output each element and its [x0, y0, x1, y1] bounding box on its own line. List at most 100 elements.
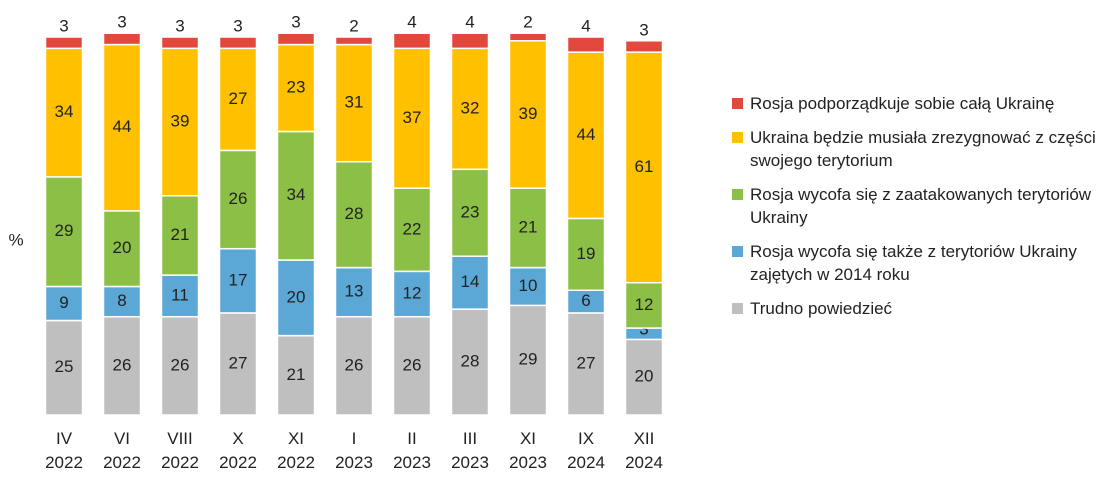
x-tick-label: XI 2022 [277, 429, 315, 472]
data-label: 39 [519, 104, 538, 123]
bar-segment [276, 334, 316, 416]
data-label: 6 [581, 291, 590, 310]
data-label: 34 [55, 102, 74, 121]
legend-item: Rosja wycofa się także z terytoriów Ukra… [732, 240, 1097, 286]
bar-segment [334, 160, 374, 269]
bar-segment [218, 312, 258, 416]
data-label: 26 [113, 355, 132, 374]
data-label: 20 [287, 287, 306, 306]
bar-segment [160, 315, 200, 416]
data-label: 4 [465, 13, 474, 32]
x-tick-label: X 2022 [219, 429, 257, 472]
x-tick-label: XI 2023 [509, 429, 547, 472]
bar-segment [102, 210, 142, 288]
data-label: 20 [113, 238, 132, 257]
legend-item: Rosja wycofa się z zaatakowanych terytor… [732, 183, 1097, 229]
x-tick-label: VIII 2022 [161, 429, 199, 472]
legend-item: Trudno powiedzieć [732, 297, 1097, 320]
bar-segment [102, 43, 142, 212]
data-label: 27 [229, 353, 248, 372]
legend-label: Ukraina będzie musiała zrezygnować z czę… [750, 128, 1096, 170]
data-label: 2 [349, 16, 358, 35]
data-label: 27 [577, 353, 596, 372]
data-label: 9 [59, 293, 68, 312]
legend-label: Rosja wycofa się z zaatakowanych terytor… [750, 185, 1092, 227]
bar-segment [44, 47, 84, 178]
bar-segment [276, 259, 316, 337]
x-tick-label: III 2023 [451, 429, 489, 472]
bar-segment [624, 40, 664, 53]
legend-swatch [732, 98, 743, 109]
data-label: 11 [171, 285, 189, 304]
bar-segment [102, 285, 142, 318]
data-label: 21 [287, 365, 306, 384]
data-label: 28 [345, 204, 364, 223]
data-label: 12 [635, 295, 654, 314]
bar-segment [160, 47, 200, 197]
bar-segment [160, 274, 200, 318]
bar-segment [334, 36, 374, 46]
bar-segment [276, 32, 316, 46]
bar-segment [508, 187, 548, 269]
bar-segment [334, 43, 374, 163]
data-label: 3 [639, 20, 648, 39]
data-label: 21 [171, 225, 190, 244]
bar-segment [392, 315, 432, 416]
bar-segment [508, 266, 548, 307]
legend-label: Rosja podporządkuje sobie całą Ukrainę [750, 94, 1055, 113]
data-label: 39 [171, 112, 190, 131]
data-label: 29 [55, 221, 74, 240]
legend-swatch [732, 189, 743, 200]
data-label: 26 [229, 189, 248, 208]
legend: Rosja podporządkuje sobie całą Ukrainę Uk… [732, 92, 1097, 331]
data-label: 20 [635, 367, 654, 386]
data-label: 3 [233, 16, 242, 35]
bar-segment [450, 308, 490, 416]
x-tick-label: IV 2022 [45, 429, 83, 472]
data-label: 4 [581, 16, 590, 35]
data-label: 14 [461, 272, 480, 291]
legend-swatch [732, 303, 743, 314]
bar-segment [160, 195, 200, 276]
data-label: 10 [519, 276, 538, 295]
bar-segment [218, 36, 258, 50]
bar-segment [160, 36, 200, 50]
legend-label: Trudno powiedzieć [750, 299, 893, 318]
data-label: 27 [229, 89, 248, 108]
bar-segment [218, 47, 258, 152]
data-label: 3 [175, 16, 184, 35]
bar-segment [44, 285, 84, 322]
bar-segment [276, 130, 316, 261]
data-label: 32 [461, 98, 480, 117]
data-label: 3 [291, 13, 300, 32]
data-label: 19 [577, 244, 596, 263]
bar-segment [392, 187, 432, 273]
legend-item: Ukraina będzie musiała zrezygnować z czę… [732, 126, 1097, 172]
data-label: 31 [345, 93, 364, 112]
data-label: 3 [117, 13, 126, 32]
data-label: 44 [113, 117, 132, 136]
bar-segment [450, 32, 490, 50]
data-label: 17 [229, 270, 248, 289]
bar-segment [44, 36, 84, 50]
data-label: 21 [519, 217, 538, 236]
bar-segment [566, 51, 606, 220]
data-label: 3 [639, 320, 648, 339]
x-tick-label: VI 2022 [103, 429, 141, 472]
data-label: 61 [635, 157, 654, 176]
x-tick-label: I 2023 [335, 429, 373, 472]
legend-item: Rosja podporządkuje sobie całą Ukrainę [732, 92, 1097, 115]
data-label: 28 [461, 352, 480, 371]
data-label: 26 [403, 355, 422, 374]
x-tick-label: II 2023 [393, 429, 431, 472]
data-label: 23 [287, 78, 306, 97]
data-label: 29 [519, 350, 538, 369]
bar-segment [218, 149, 258, 250]
bar-segment [392, 47, 432, 189]
bar-segment [624, 338, 664, 416]
bar-segment [392, 32, 432, 50]
legend-swatch [732, 132, 743, 143]
data-label: 12 [403, 284, 422, 303]
data-label: 2 [523, 13, 532, 32]
bar-segment [44, 319, 84, 416]
